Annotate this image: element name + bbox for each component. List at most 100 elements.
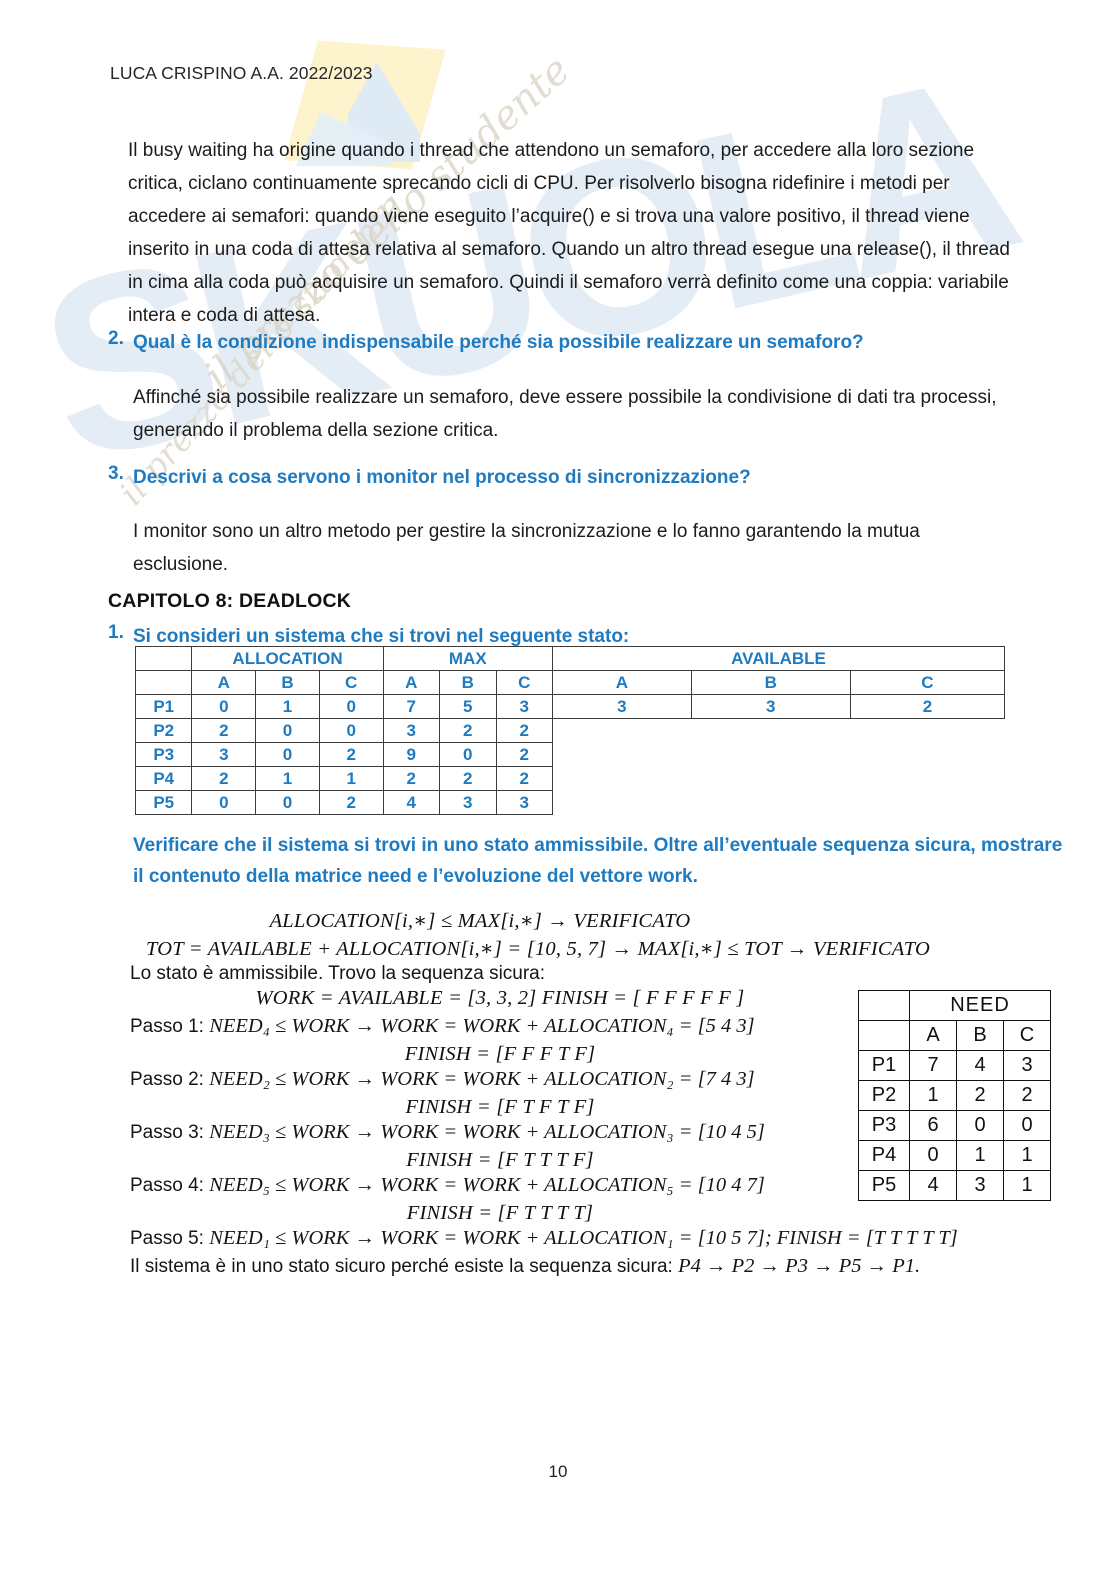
step-5-label: Passo 5:: [130, 1228, 210, 1249]
table-row: P1 0 1 0 7 5 3 3 3 2: [134, 694, 1006, 719]
need-title: NEED: [909, 990, 1051, 1021]
cell-max-c: 3: [495, 790, 553, 815]
table-row-group-headers: ALLOCATION MAX AVAILABLE: [134, 646, 1005, 671]
need-table-row: P3 6 0 0: [858, 1110, 1051, 1141]
cell-max-a: 2: [382, 766, 441, 791]
need-table-row: P4 0 1 1: [858, 1140, 1051, 1171]
need-corner-blank: [858, 990, 910, 1021]
step-5-expression: NEED₁ ≤ WORK → WORK = WORK + ALLOCATION₁…: [209, 1227, 958, 1249]
cell-max-a: 9: [382, 742, 441, 767]
subheader-max-b: B: [439, 670, 497, 695]
step-2-expression: NEED₂ ≤ WORK → WORK = WORK + ALLOCATION₂…: [209, 1068, 755, 1090]
need-subheader-c: C: [1003, 1020, 1051, 1051]
cell-alloc-c: 2: [318, 790, 384, 815]
exercise-1-number: 1.: [108, 622, 124, 643]
need-cell-b: 1: [956, 1140, 1004, 1171]
cell-alloc-b: 1: [255, 694, 320, 719]
subheader-avail-c: C: [849, 670, 1006, 695]
step-3-label: Passo 3:: [130, 1122, 210, 1143]
step-4-finish: FINISH = [F T T T T]: [406, 1202, 594, 1224]
need-cell-process: P4: [858, 1140, 910, 1171]
need-cell-a: 7: [909, 1050, 957, 1081]
step-2-finish: FINISH = [F T F T F]: [405, 1096, 595, 1118]
cell-alloc-c: 0: [318, 718, 384, 743]
need-cell-c: 3: [1003, 1050, 1051, 1081]
table-row: P5 0 0 2 4 3 3: [134, 790, 1005, 815]
header-allocation: ALLOCATION: [191, 646, 384, 671]
answer-3-line-1: I monitor sono un altro metodo per gesti…: [133, 521, 920, 542]
need-subheader-blank: [858, 1020, 910, 1051]
cell-max-b: 2: [439, 718, 497, 743]
cell-alloc-b: 0: [255, 790, 320, 815]
need-cell-a: 1: [909, 1080, 957, 1111]
cell-alloc-a: 0: [191, 790, 257, 815]
instruction-line-1: Verificare che il sistema si trovi in un…: [133, 835, 1063, 856]
cell-alloc-a: 3: [191, 742, 257, 767]
cell-empty: [553, 719, 1005, 743]
answer-3: I monitor sono un altro metodo per gesti…: [133, 515, 1103, 581]
instruction-line-2: il contenuto della matrice need e l’evol…: [133, 866, 698, 887]
exercise-1-instruction: Verificare che il sistema si trovi in un…: [133, 830, 1103, 892]
need-cell-process: P1: [858, 1050, 910, 1081]
table-row: P3 3 0 2 9 0 2: [134, 742, 1005, 767]
cell-alloc-b: 0: [255, 742, 320, 767]
need-cell-a: 4: [909, 1170, 957, 1201]
subheader-alloc-c: C: [318, 670, 384, 695]
cell-alloc-c: 1: [318, 766, 384, 791]
cell-process: P5: [134, 790, 193, 815]
state-admissible-text: Lo stato è ammissibile. Trovo la sequenz…: [130, 963, 546, 984]
step-1-label: Passo 1:: [130, 1016, 210, 1037]
question-2-text: Qual è la condizione indispensabile perc…: [133, 332, 864, 353]
subheader-alloc-a: A: [191, 670, 257, 695]
subheader-avail-a: A: [552, 670, 692, 695]
step-1-finish: FINISH = [F F F T F]: [404, 1043, 596, 1065]
cell-empty: [553, 767, 1005, 791]
intro-line-5: in cima alla coda può acquisire un semaf…: [128, 272, 1009, 293]
answer-2: Affinché sia possibile realizzare un sem…: [133, 381, 1103, 447]
formula-tot: TOT = AVAILABLE + ALLOCATION[i,∗] = [10,…: [146, 938, 930, 960]
cell-alloc-b: 1: [255, 766, 320, 791]
cell-process: P3: [134, 742, 193, 767]
cell-process: P2: [134, 718, 193, 743]
step-1-line: Passo 1: NEED₄ ≤ WORK → WORK = WORK + AL…: [130, 1015, 755, 1038]
cell-max-b: 0: [439, 742, 497, 767]
cell-alloc-c: 0: [318, 694, 384, 719]
cell-process: P1: [134, 694, 193, 719]
subheader-max-a: A: [382, 670, 441, 695]
answer-2-line-1: Affinché sia possibile realizzare un sem…: [133, 387, 997, 408]
cell-alloc-c: 2: [318, 742, 384, 767]
need-cell-c: 0: [1003, 1110, 1051, 1141]
need-cell-process: P5: [858, 1170, 910, 1201]
step-3-expression: NEED₃ ≤ WORK → WORK = WORK + ALLOCATION₃…: [209, 1121, 765, 1143]
question-3-text: Descrivi a cosa servono i monitor nel pr…: [133, 467, 751, 488]
subheader-alloc-b: B: [255, 670, 320, 695]
conclusion-text: Il sistema è in uno stato sicuro perché …: [130, 1256, 679, 1277]
step-5-line: Passo 5: NEED₁ ≤ WORK → WORK = WORK + AL…: [130, 1227, 958, 1250]
cell-max-a: 7: [382, 694, 441, 719]
header-max: MAX: [382, 646, 554, 671]
need-table-row-headers: A B C: [858, 1020, 1051, 1051]
cell-alloc-a: 2: [191, 718, 257, 743]
need-table-row: P1 7 4 3: [858, 1050, 1051, 1081]
step-1-expression: NEED₄ ≤ WORK → WORK = WORK + ALLOCATION₄…: [209, 1015, 755, 1037]
cell-max-c: 2: [495, 766, 553, 791]
formula-allocation-max: ALLOCATION[i,∗] ≤ MAX[i,∗] → VERIFICATO: [269, 910, 691, 932]
conclusion-line: Il sistema è in uno stato sicuro perché …: [130, 1255, 920, 1278]
table-row: P2 2 0 0 3 2 2: [134, 718, 1005, 743]
need-table-row-title: NEED: [858, 990, 1051, 1021]
intro-line-2: critica, ciclano continuamente sprecando…: [128, 173, 950, 194]
need-table-row: P2 1 2 2: [858, 1080, 1051, 1111]
state-table: ALLOCATION MAX AVAILABLE A B C A B C A B…: [134, 646, 1006, 815]
need-cell-a: 0: [909, 1140, 957, 1171]
need-table: NEED A B C P1 7 4 3 P2 1 2: [858, 990, 1051, 1201]
cell-avail-b: 3: [690, 694, 851, 719]
intro-line-4: inserito in una coda di attesa relativa …: [128, 239, 1010, 260]
table-row: P4 2 1 1 2 2 2: [134, 766, 1005, 791]
step-2-line: Passo 2: NEED₂ ≤ WORK → WORK = WORK + AL…: [130, 1068, 755, 1091]
need-cell-b: 2: [956, 1080, 1004, 1111]
need-table-row: P5 4 3 1: [858, 1170, 1051, 1201]
step-4-line: Passo 4: NEED₅ ≤ WORK → WORK = WORK + AL…: [130, 1174, 765, 1197]
chapter-heading: CAPITOLO 8: DEADLOCK: [108, 590, 352, 612]
cell-avail-a: 3: [552, 694, 692, 719]
